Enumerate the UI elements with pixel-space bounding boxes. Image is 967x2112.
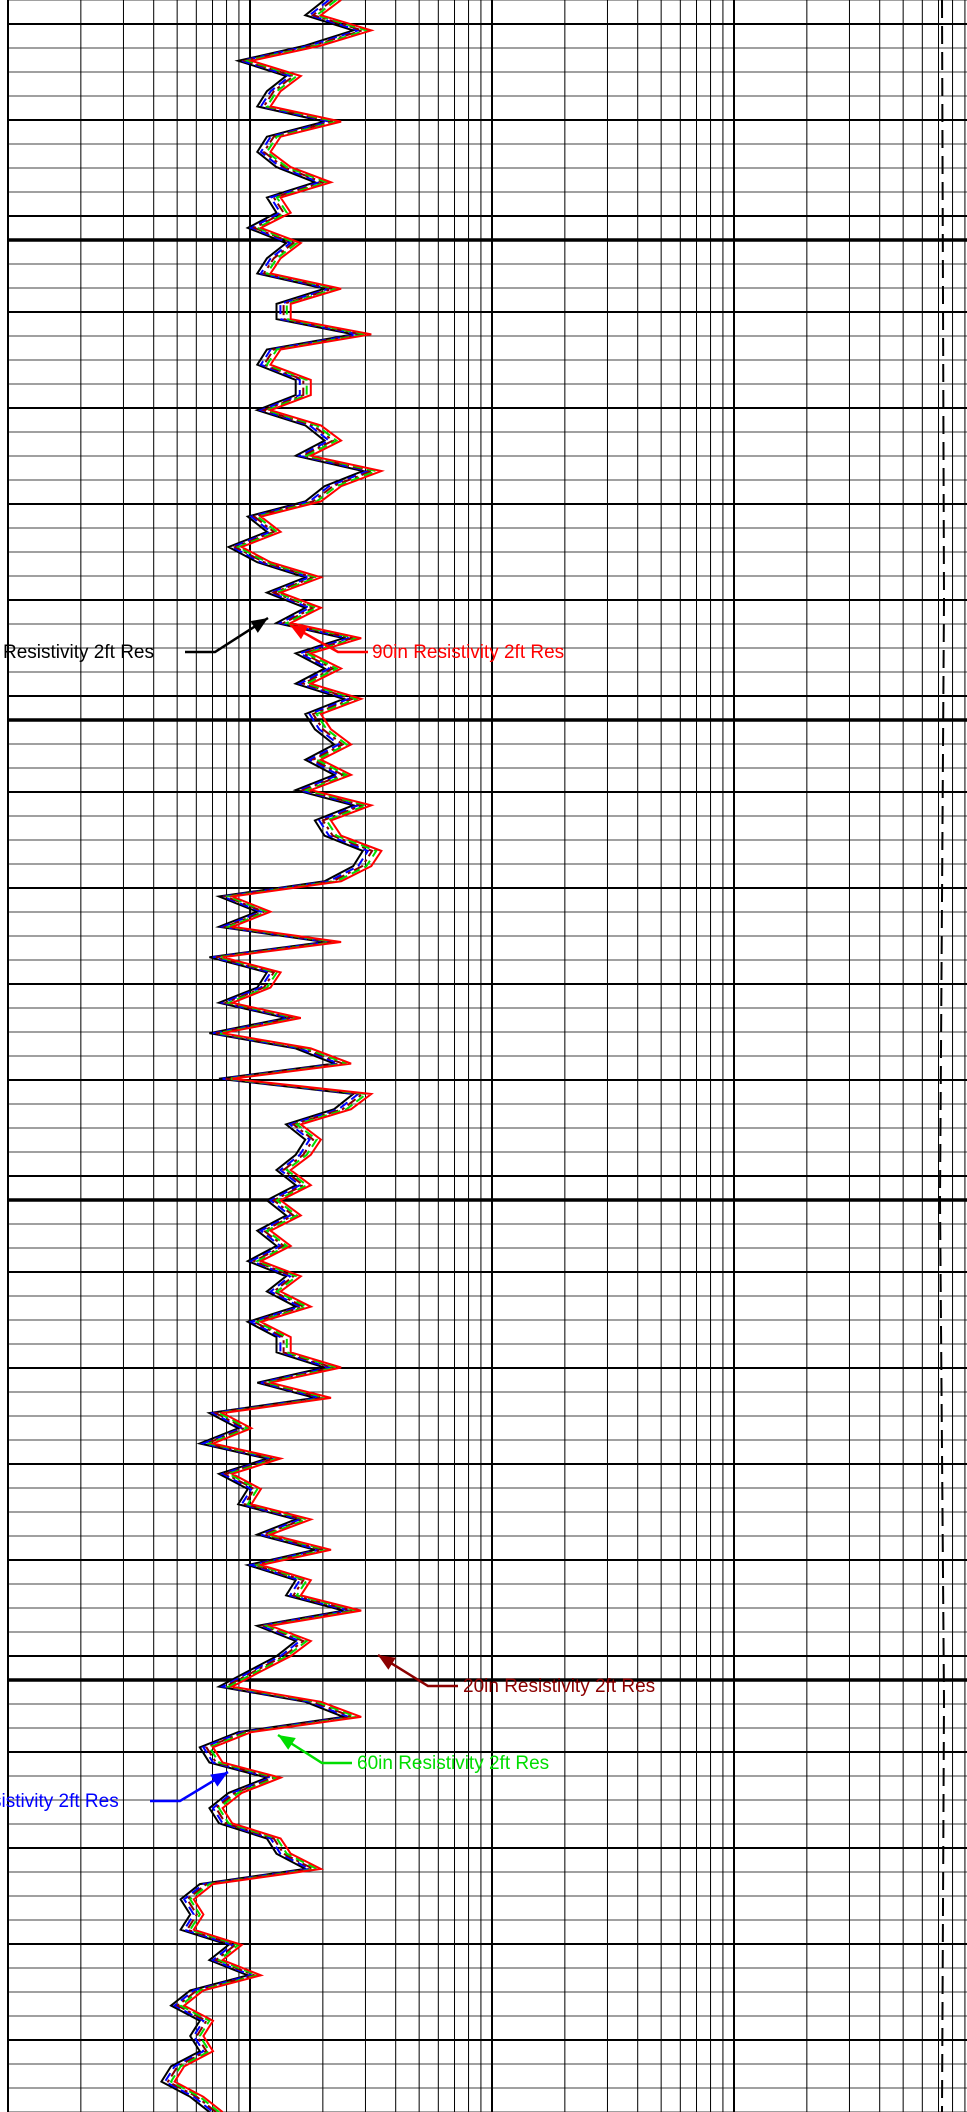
curve-res_90in (173, 0, 385, 2112)
resistivity-curves (159, 0, 385, 2112)
log-grid (7, 0, 967, 2112)
curve-res_20in (166, 0, 376, 2112)
leader-arrowhead (210, 1772, 228, 1787)
curve-labels: Resistivity 2ft Res 90in Resistivity 2ft … (0, 616, 655, 1812)
curve-res_10in (163, 0, 372, 2112)
curve-res_60in (169, 0, 380, 2112)
leader-line (150, 1770, 229, 1803)
curve-label-res_20in: 20in Resistivity 2ft Res (463, 1676, 655, 1697)
leader-arrowhead (250, 618, 268, 633)
curve-res_2ft (159, 0, 367, 2112)
curve-label-res_60in: 60in Resistivity 2ft Res (357, 1753, 549, 1774)
curve-label-res_2ft: Resistivity 2ft Res (3, 642, 154, 663)
leader-line (377, 1653, 458, 1688)
track-marker (938, 0, 946, 2112)
leader-line (289, 623, 368, 654)
leader-arrowhead (278, 1735, 296, 1750)
leader-arrowhead (290, 625, 308, 640)
leader-line (185, 616, 269, 654)
leader-line (277, 1733, 352, 1765)
curve-label-res_90in: 90in Resistivity 2ft Res (372, 642, 564, 663)
curve-label-res_10in: sistivity 2ft Res (0, 1791, 119, 1812)
leader-arrowhead (378, 1655, 396, 1670)
